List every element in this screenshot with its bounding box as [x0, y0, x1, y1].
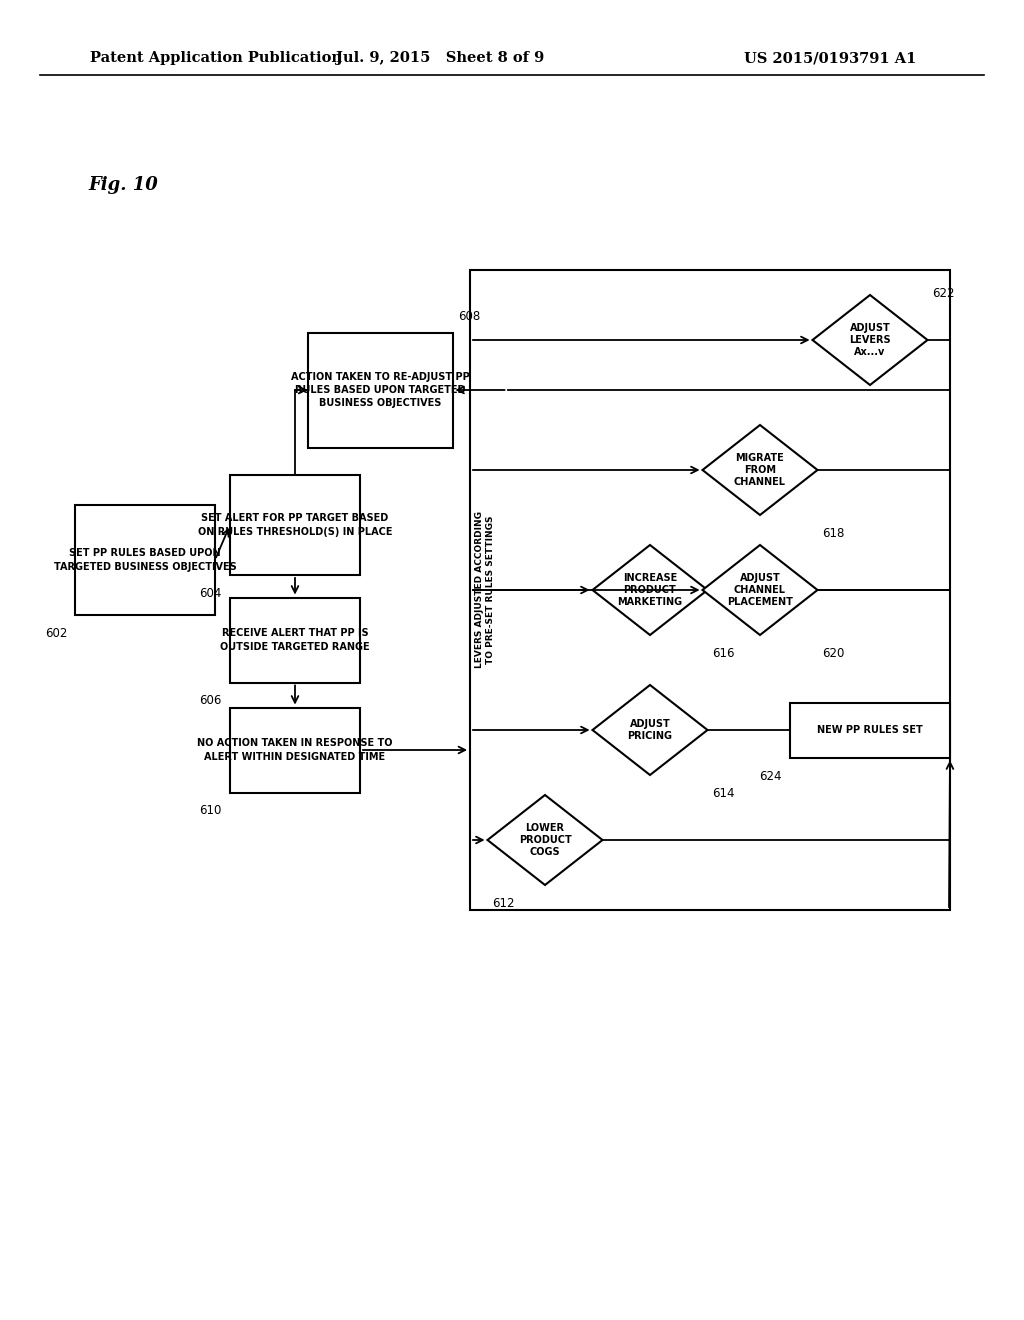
Text: Patent Application Publication: Patent Application Publication: [90, 51, 342, 65]
Text: 624: 624: [760, 770, 782, 783]
Text: 612: 612: [493, 898, 515, 909]
Text: 604: 604: [200, 587, 222, 601]
Text: 618: 618: [822, 527, 845, 540]
Text: ACTION TAKEN TO RE-ADJUST PP
RULES BASED UPON TARGETED
BUSINESS OBJECTIVES: ACTION TAKEN TO RE-ADJUST PP RULES BASED…: [291, 372, 469, 408]
Text: LEVERS ADJUSTED ACCORDING
TO PRE-SET RULES SETTINGS: LEVERS ADJUSTED ACCORDING TO PRE-SET RUL…: [474, 511, 496, 668]
Text: MIGRATE
FROM
CHANNEL: MIGRATE FROM CHANNEL: [734, 453, 786, 487]
Text: 602: 602: [45, 627, 67, 640]
Text: 606: 606: [200, 694, 222, 708]
Text: NEW PP RULES SET: NEW PP RULES SET: [817, 725, 923, 735]
Polygon shape: [487, 795, 602, 884]
Bar: [230, 475, 360, 576]
Polygon shape: [593, 545, 708, 635]
Text: LOWER
PRODUCT
COGS: LOWER PRODUCT COGS: [518, 822, 571, 858]
Text: ADJUST
LEVERS
Ax...v: ADJUST LEVERS Ax...v: [849, 322, 891, 358]
Text: NO ACTION TAKEN IN RESPONSE TO
ALERT WITHIN DESIGNATED TIME: NO ACTION TAKEN IN RESPONSE TO ALERT WIT…: [198, 738, 393, 762]
Bar: [230, 708, 360, 792]
Text: Fig. 10: Fig. 10: [88, 176, 158, 194]
Text: 620: 620: [822, 647, 845, 660]
Text: 608: 608: [459, 309, 480, 322]
Text: SET ALERT FOR PP TARGET BASED
ON RULES THRESHOLD(S) IN PLACE: SET ALERT FOR PP TARGET BASED ON RULES T…: [198, 513, 392, 537]
Text: 622: 622: [933, 286, 955, 300]
Polygon shape: [593, 685, 708, 775]
Text: 610: 610: [200, 804, 222, 817]
Bar: [230, 598, 360, 682]
Text: SET PP RULES BASED UPON
TARGETED BUSINESS OBJECTIVES: SET PP RULES BASED UPON TARGETED BUSINES…: [53, 548, 237, 572]
Bar: [307, 333, 453, 447]
Text: RECEIVE ALERT THAT PP IS
OUTSIDE TARGETED RANGE: RECEIVE ALERT THAT PP IS OUTSIDE TARGETE…: [220, 628, 370, 652]
Bar: [790, 702, 950, 758]
Text: 614: 614: [713, 787, 735, 800]
Bar: [470, 271, 950, 909]
Text: US 2015/0193791 A1: US 2015/0193791 A1: [743, 51, 916, 65]
Polygon shape: [812, 294, 928, 385]
Text: INCREASE
PRODUCT
MARKETING: INCREASE PRODUCT MARKETING: [617, 573, 683, 607]
Text: Jul. 9, 2015   Sheet 8 of 9: Jul. 9, 2015 Sheet 8 of 9: [336, 51, 544, 65]
Polygon shape: [702, 425, 817, 515]
Text: 616: 616: [713, 647, 735, 660]
Text: ADJUST
CHANNEL
PLACEMENT: ADJUST CHANNEL PLACEMENT: [727, 573, 793, 607]
Polygon shape: [702, 545, 817, 635]
Text: ADJUST
PRICING: ADJUST PRICING: [628, 719, 673, 742]
Bar: [75, 506, 215, 615]
